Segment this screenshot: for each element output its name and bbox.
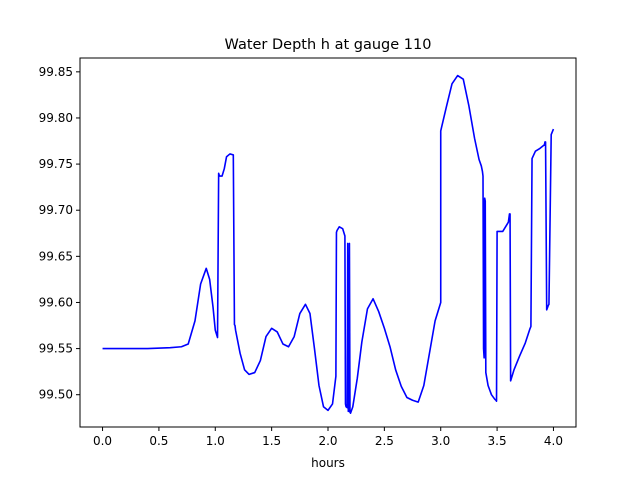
plot-area xyxy=(102,74,555,414)
x-tick-label: 2.0 xyxy=(318,434,337,448)
x-tick-label: 0.0 xyxy=(93,434,112,448)
y-tick-label: 99.75 xyxy=(39,157,73,171)
x-tick-label: 1.5 xyxy=(262,434,281,448)
plot-frame xyxy=(79,57,577,428)
y-tick-label: 99.80 xyxy=(39,111,73,125)
x-tick-label: 3.0 xyxy=(431,434,450,448)
y-tick-label: 99.65 xyxy=(39,249,73,263)
x-axis-title: hours xyxy=(311,456,345,470)
y-tick-label: 99.85 xyxy=(39,65,73,79)
y-axis: 99.50 99.55 99.60 99.65 99.70 99.75 99.80 99.85 xyxy=(39,65,80,402)
y-tick-label: 99.70 xyxy=(39,203,73,217)
chart-title: Water Depth h at gauge 110 xyxy=(225,37,432,53)
x-tick-label: 0.5 xyxy=(149,434,168,448)
x-tick-label: 1.0 xyxy=(206,434,225,448)
x-tick-label: 4.0 xyxy=(544,434,563,448)
x-tick-label: 2.5 xyxy=(375,434,394,448)
y-tick-label: 99.50 xyxy=(39,388,73,402)
x-axis: 0.0 0.5 1.0 1.5 2.0 2.5 3.0 3.5 4.0 xyxy=(93,427,563,448)
y-tick-label: 99.55 xyxy=(39,342,73,356)
series-line-water-depth xyxy=(102,74,555,414)
x-tick-label: 3.5 xyxy=(488,434,507,448)
y-tick-label: 99.60 xyxy=(39,295,73,309)
